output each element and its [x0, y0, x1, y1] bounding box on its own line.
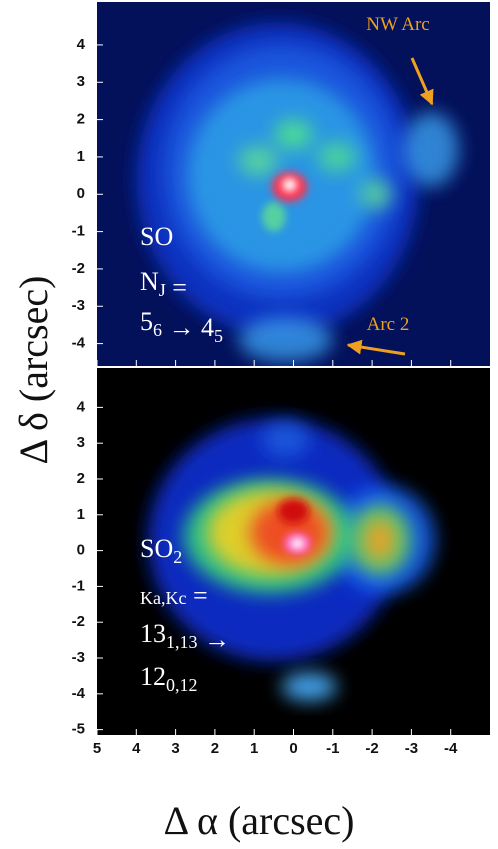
x-tick-label: 0	[289, 740, 297, 757]
y-tick-label: -4	[72, 685, 86, 702]
label-text: =	[166, 273, 187, 302]
annotation: NW Arc	[366, 14, 430, 35]
label-text: →	[198, 625, 231, 654]
panel-label: 120,12	[140, 662, 198, 695]
y-tick-label: -3	[72, 649, 85, 666]
label-subscript: Ka,Kc	[140, 588, 186, 608]
emission	[317, 142, 357, 172]
y-tick-label: 3	[77, 73, 85, 90]
emission	[273, 119, 314, 150]
label-subscript: 0,12	[166, 675, 198, 695]
emission	[360, 179, 392, 210]
emission	[262, 201, 286, 232]
y-tick-label: 2	[77, 111, 85, 128]
panel-image	[97, 368, 490, 735]
y-tick-label: 0	[77, 185, 85, 202]
panel-label: 131,13 →	[140, 619, 230, 654]
x-tick-label: 2	[211, 740, 219, 757]
x-tick-label: 4	[132, 740, 141, 757]
emission	[403, 112, 459, 187]
label-text: 12	[140, 662, 166, 691]
y-tick-label: 2	[77, 470, 85, 487]
y-tick-label: -5	[72, 721, 85, 738]
y-tick-label: 4	[77, 36, 86, 53]
y-axis-label: Δ δ (arcsec)	[11, 276, 56, 465]
label-text: N	[140, 267, 159, 296]
label-text: SO	[140, 222, 173, 251]
panel-label: Ka,Kc =	[140, 581, 208, 610]
emission	[364, 518, 396, 562]
y-tick-label: 0	[77, 542, 85, 559]
panel-label: 56 → 45	[140, 307, 223, 346]
panel-label: NJ =	[140, 267, 187, 302]
x-tick-label: 5	[93, 740, 101, 757]
x-tick-label: -1	[326, 740, 339, 757]
emission	[281, 672, 337, 701]
y-tick-label: 1	[77, 148, 85, 165]
panel-label: SO2	[140, 534, 182, 567]
annotation: Arc 2	[367, 314, 410, 335]
label-subscript: 5	[214, 326, 223, 346]
label-subscript: 6	[153, 320, 162, 340]
emission	[238, 145, 278, 176]
x-tick-label: -2	[365, 740, 378, 757]
y-tick-label: -1	[72, 223, 85, 240]
annotation-arrow	[410, 57, 434, 106]
label-text: → 4	[162, 313, 214, 342]
y-tick-label: -2	[72, 260, 85, 277]
label-text: =	[186, 581, 207, 610]
panel-image	[97, 2, 490, 366]
emission	[290, 538, 305, 549]
y-tick-label: -4	[72, 335, 86, 352]
emission	[238, 317, 333, 363]
label-text: 13	[140, 619, 166, 648]
annotation-arrow	[346, 339, 406, 356]
y-tick-label: -3	[72, 297, 85, 314]
x-tick-label: -3	[405, 740, 418, 757]
y-tick-label: 3	[77, 434, 85, 451]
label-text: SO	[140, 534, 173, 563]
panel-label: SO	[140, 222, 173, 251]
label-subscript: J	[159, 280, 166, 300]
x-tick-label: 3	[171, 740, 179, 757]
y-tick-label: -2	[72, 613, 85, 630]
label-subscript: 1,13	[166, 632, 198, 652]
x-axis-label: Δ α (arcsec)	[163, 798, 354, 843]
y-tick-label: 4	[77, 398, 86, 415]
y-tick-label: 1	[77, 506, 85, 523]
y-tick-label: -1	[72, 577, 85, 594]
label-text: 5	[140, 307, 153, 336]
emission	[262, 421, 310, 458]
x-tick-label: -4	[444, 740, 458, 757]
x-tick-label: 1	[250, 740, 258, 757]
emission	[277, 498, 310, 524]
label-subscript: 2	[173, 547, 182, 567]
emission	[282, 178, 297, 192]
